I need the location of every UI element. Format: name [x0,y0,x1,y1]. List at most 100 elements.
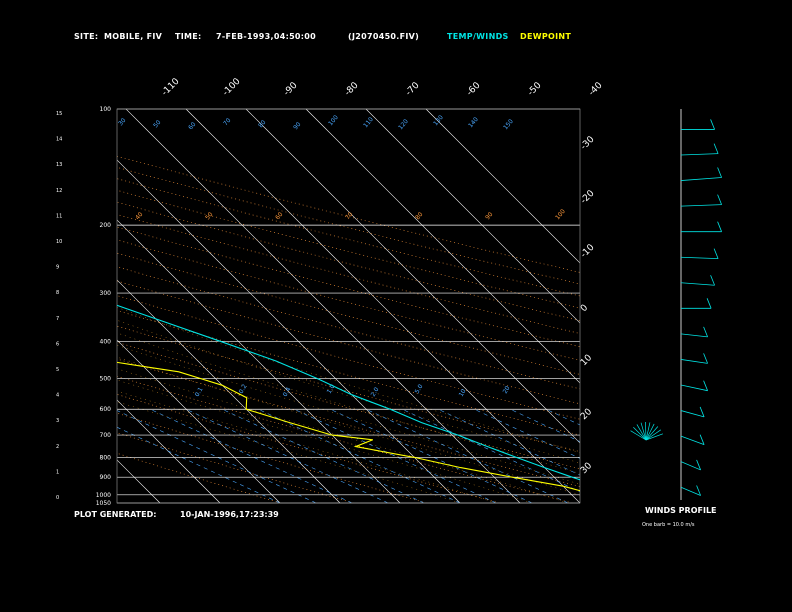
isotherm-line [305,109,580,384]
wind-barb [680,435,705,446]
mixing-ratio-line [546,408,580,426]
height-tick-label: 7 [56,316,59,322]
dry-adiabat-line [117,201,580,322]
isotherm-label-top: -110 [160,76,182,98]
pressure-tick-label: 400 [100,338,112,345]
pressure-tick-label: 900 [100,474,112,481]
isotherm-line [425,109,580,264]
dry-adiabat-line [117,266,580,390]
wind-barb [630,430,647,441]
wind-barb-flag [713,248,719,259]
dry-adiabat-line [117,280,580,405]
wind-barb-flag [699,406,705,418]
wind-barb [645,423,655,441]
plot-generated-label: PLOT GENERATED: [74,510,157,519]
dry-adiabat-line [117,295,580,420]
isotherm-label-top: -40 [587,80,605,98]
height-tick-label: 14 [56,137,62,143]
wind-barb [680,359,708,364]
dry-adiabat-label: 90 [292,121,302,131]
legend-temp: TEMP/WINDS [447,32,509,41]
isotherm-label-top: -70 [404,80,422,98]
isotherm-line [0,109,40,503]
dry-adiabat-line [117,394,500,503]
wind-barb-flag [717,167,722,178]
mixing-ratio-line [186,408,389,503]
pressure-tick-label: 500 [100,376,112,383]
wind-barb [640,422,647,441]
dry-adiabat-line [117,252,580,375]
dry-adiabat-label: 130 [432,114,445,127]
height-tick-label: 11 [56,213,62,219]
dry-adiabat-line [117,189,580,309]
dry-adiabat-line [117,214,580,334]
winds-profile [630,109,722,500]
dry-adiabat-label: 60 [187,121,197,131]
isotherm-label-right: 20 [579,407,594,422]
isotherm-label-right: -30 [579,134,597,152]
isotherm-label-right: -10 [579,242,597,260]
wind-barb [645,433,664,441]
wind-barb [680,461,701,471]
file-name: (J2070450.FIV) [348,32,420,41]
time-label: TIME: [175,32,202,41]
wind-barb-flag [710,119,715,130]
wind-barb [645,426,659,441]
winds-profile-label: WINDS PROFILE [645,506,717,515]
height-tick-label: 0 [56,495,59,501]
plot-frame [116,108,581,504]
isotherm-label-top: -100 [221,76,243,98]
isotherm-line [117,279,341,503]
mixing-ratio-label: 2.0 [370,386,381,398]
barb-note: One barb = 10.0 m/s [642,522,695,528]
isotherm-label-right: -20 [579,188,597,206]
dry-adiabat-line [117,178,580,297]
dry-adiabat-label: 80 [257,119,267,129]
mixing-ratio-line [510,408,580,442]
pressure-tick-label: 600 [100,406,112,413]
site-value: MOBILE, FIV [104,32,163,41]
isotherm-line [117,219,401,503]
pressure-tick-label: 100 [100,106,112,113]
wind-barb [680,256,719,260]
mixing-ratio-line [222,408,425,503]
dry-adiabat-label: 70 [222,117,232,127]
wind-barb [680,282,715,286]
wind-barb-flag [703,353,708,364]
mixing-ratio-label: 0.1 [194,386,205,398]
height-tick-label: 12 [56,188,62,194]
isotherm-line [125,109,521,503]
dry-adiabat-line [117,167,580,285]
isotherm-line [117,159,461,503]
dry-adiabat-line [117,156,580,273]
isotherm-line [0,109,100,503]
height-tick-label: 8 [56,290,59,296]
site-label: SITE: [74,32,99,41]
dry-adiabat-label: 30 [117,117,127,127]
temperature-line [117,304,580,481]
dry-adiabat-label: 100 [327,114,340,127]
wind-barb-flag [717,194,722,205]
dry-adiabat-label: 120 [397,118,410,131]
axis-labels: 1002003004005006007008009001000105001234… [56,76,605,507]
mixing-ratio-line [294,408,497,503]
legend-dewpoint: DEWPOINT [520,32,572,41]
pressure-tick-label: 1000 [96,492,111,499]
isotherm-line [117,459,161,503]
mixing-ratio-line [438,408,580,476]
dry-adiabat-line [117,432,354,503]
mixing-ratio-line [258,408,461,503]
wind-barb-flag [696,485,701,496]
height-tick-label: 2 [56,444,59,450]
mixing-ratio-label: 1.0 [326,383,337,395]
mixing-ratio-label: 0.4 [282,386,293,398]
height-tick-label: 9 [56,265,59,271]
moist-adiabat-line [117,356,580,496]
isotherm-label-right: 10 [579,353,594,368]
pressure-tick-label: 800 [100,454,112,461]
mixing-ratio-label: 20 [502,385,512,395]
wind-barb [645,422,651,441]
dry-adiabat-line [117,358,580,487]
wind-barb [680,333,708,338]
dewpoint-line [117,361,580,492]
